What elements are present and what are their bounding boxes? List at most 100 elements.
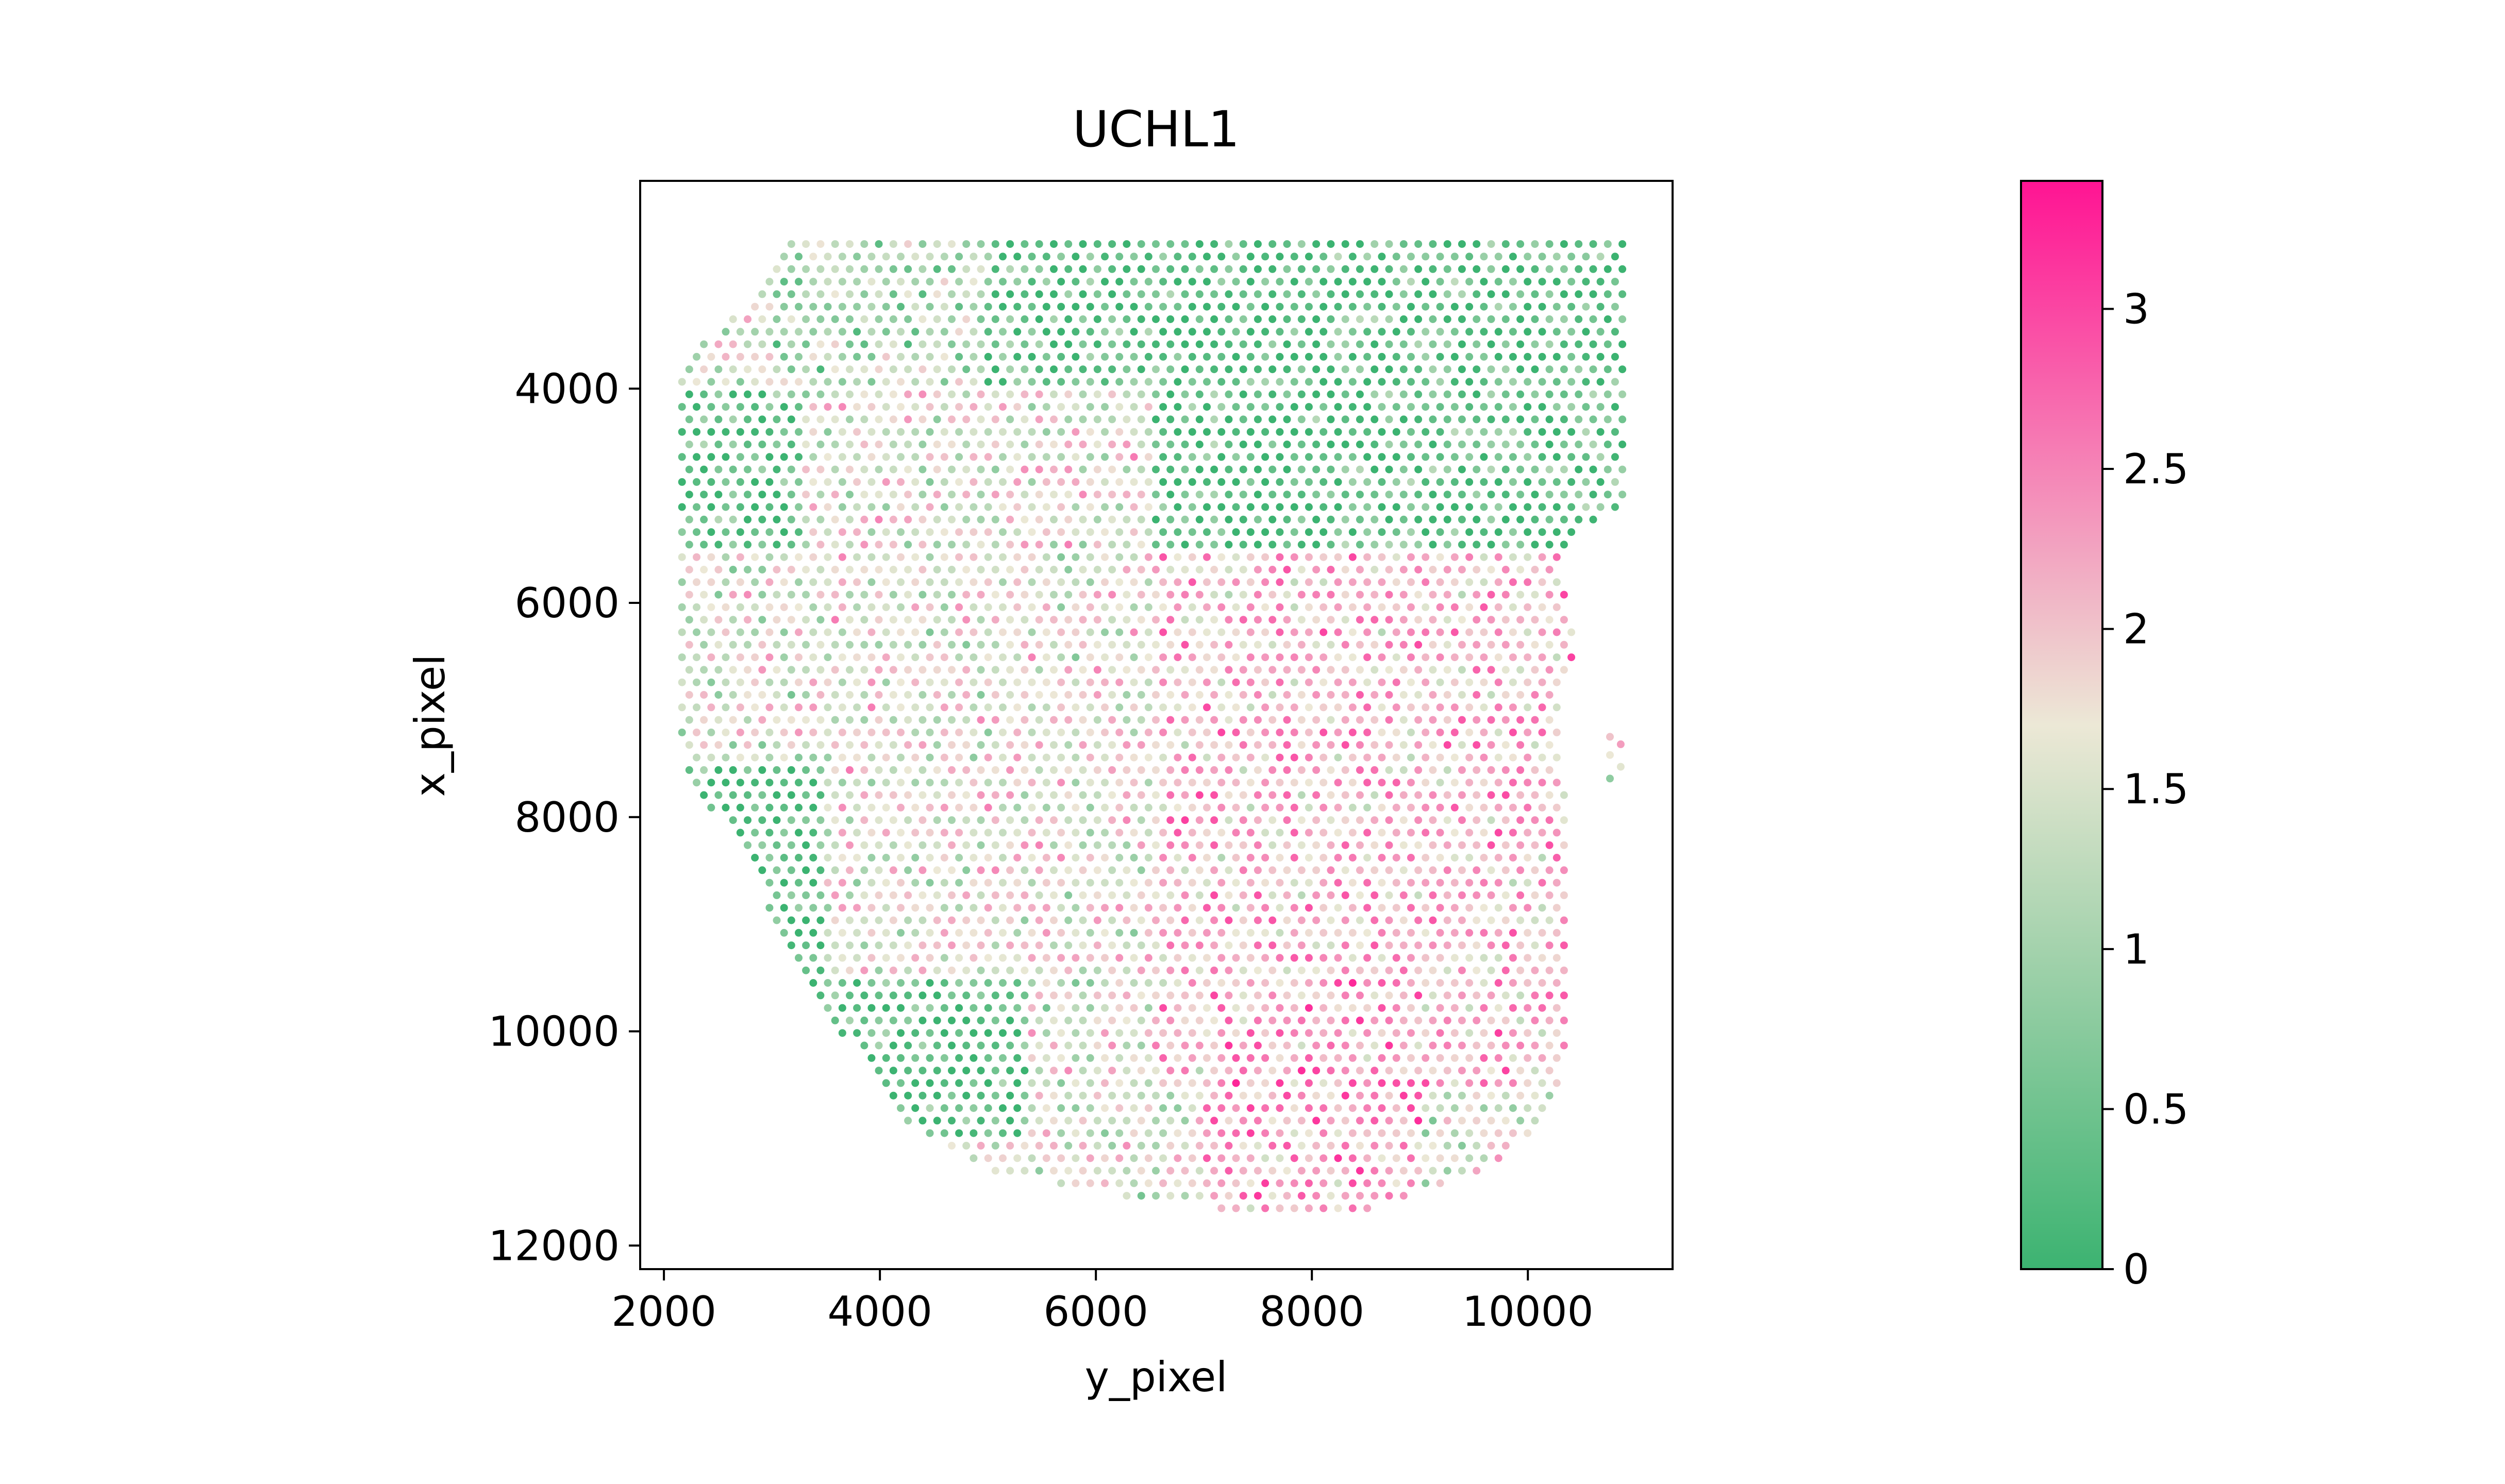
- scatter-point: [1181, 691, 1189, 699]
- scatter-point: [948, 666, 956, 674]
- scatter-point: [1465, 453, 1474, 461]
- scatter-point: [678, 703, 686, 712]
- scatter-point: [795, 252, 803, 261]
- scatter-point: [1144, 628, 1153, 636]
- scatter-point: [1501, 991, 1510, 1000]
- scatter-point: [897, 829, 905, 837]
- scatter-point: [875, 491, 883, 499]
- scatter-point: [1392, 854, 1400, 862]
- scatter-point: [1473, 591, 1481, 599]
- scatter-point: [984, 278, 992, 286]
- scatter-point: [1115, 803, 1124, 812]
- scatter-point: [736, 478, 744, 486]
- scatter-point: [1203, 979, 1211, 987]
- scatter-point: [685, 691, 693, 699]
- scatter-point: [1604, 340, 1612, 348]
- scatter-point: [999, 1029, 1007, 1037]
- scatter-point: [1458, 566, 1466, 574]
- scatter-point: [1261, 478, 1270, 486]
- scatter-point: [1473, 791, 1481, 799]
- scatter-point: [1363, 1004, 1372, 1012]
- scatter-point: [1414, 340, 1423, 348]
- scatter-point: [918, 465, 927, 474]
- scatter-point: [1093, 666, 1101, 674]
- scatter-point: [860, 716, 869, 724]
- scatter-point: [1363, 478, 1372, 486]
- scatter-point: [918, 541, 927, 549]
- scatter-point: [1159, 904, 1167, 912]
- scatter-point: [1334, 728, 1342, 736]
- scatter-point: [1545, 290, 1554, 298]
- scatter-point: [1531, 841, 1539, 849]
- scatter-point: [1371, 916, 1379, 924]
- scatter-point: [1305, 578, 1313, 586]
- scatter-point: [1545, 441, 1554, 448]
- scatter-point: [1516, 791, 1525, 799]
- scatter-point: [1188, 678, 1196, 686]
- scatter-point: [1086, 528, 1094, 536]
- scatter-point: [1320, 1204, 1328, 1212]
- scatter-point: [1407, 628, 1415, 636]
- scatter-point: [831, 1016, 839, 1024]
- scatter-point: [1538, 428, 1546, 436]
- scatter-point: [1188, 803, 1196, 812]
- scatter-point: [744, 541, 751, 549]
- scatter-point: [1283, 966, 1291, 974]
- scatter-point: [1093, 791, 1101, 799]
- scatter-point: [911, 453, 920, 461]
- scatter-point: [933, 491, 941, 499]
- scatter-point: [809, 929, 817, 937]
- scatter-point: [1385, 1016, 1393, 1024]
- scatter-point: [1516, 1041, 1525, 1050]
- scatter-point: [1422, 278, 1430, 286]
- scatter-point: [1195, 441, 1204, 448]
- scatter-point: [911, 328, 920, 336]
- scatter-point: [1144, 954, 1153, 962]
- scatter-point: [1356, 465, 1364, 474]
- scatter-point: [1531, 991, 1539, 1000]
- scatter-point: [714, 340, 723, 348]
- scatter-point: [1086, 1154, 1094, 1162]
- scatter-point: [1414, 1067, 1423, 1075]
- scatter-point: [1159, 252, 1167, 261]
- scatter-point: [1261, 1154, 1270, 1162]
- scatter-point: [795, 904, 803, 912]
- scatter-point: [1013, 1104, 1022, 1112]
- scatter-point: [1436, 1079, 1444, 1087]
- scatter-point: [824, 403, 832, 411]
- scatter-point: [1210, 390, 1218, 398]
- scatter-point: [1217, 1054, 1226, 1062]
- scatter-point: [1363, 904, 1372, 912]
- scatter-point: [1093, 340, 1101, 348]
- scatter-point: [1560, 591, 1568, 599]
- scatter-point: [1246, 1079, 1255, 1087]
- scatter-point: [1108, 766, 1116, 774]
- scatter-point: [1042, 453, 1050, 461]
- scatter-point: [1399, 640, 1408, 649]
- scatter-point: [875, 1067, 883, 1075]
- scatter-point: [1334, 854, 1342, 862]
- scatter-point: [1181, 1091, 1189, 1100]
- scatter-point: [787, 315, 795, 323]
- scatter-point: [1567, 378, 1576, 386]
- scatter-point: [1246, 854, 1255, 862]
- scatter-point: [918, 891, 927, 899]
- scatter-point: [867, 528, 876, 536]
- scatter-point: [1188, 453, 1196, 461]
- scatter-point: [1320, 1079, 1328, 1087]
- scatter-point: [824, 302, 832, 311]
- scatter-point: [802, 966, 810, 974]
- scatter-point: [991, 891, 999, 899]
- scatter-point: [1378, 703, 1386, 712]
- scatter-point: [1560, 415, 1568, 424]
- scatter-point: [780, 854, 788, 862]
- scatter-point: [1042, 1004, 1050, 1012]
- scatter-point: [970, 703, 978, 712]
- scatter-point: [729, 591, 737, 599]
- scatter-point: [1261, 603, 1270, 611]
- scatter-point: [1371, 616, 1379, 624]
- scatter-point: [1575, 390, 1583, 398]
- scatter-point: [1473, 716, 1481, 724]
- scatter-point: [1086, 1129, 1094, 1137]
- scatter-point: [1443, 640, 1451, 649]
